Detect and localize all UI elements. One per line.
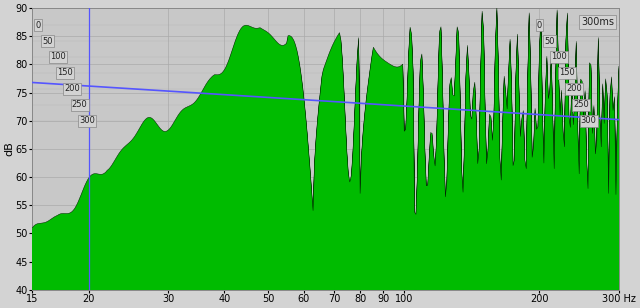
Text: 100: 100 — [50, 52, 65, 62]
Text: 300ms: 300ms — [581, 17, 614, 26]
Text: 200: 200 — [566, 84, 582, 93]
Text: 150: 150 — [57, 68, 73, 77]
Y-axis label: dB: dB — [4, 142, 14, 156]
Text: 50: 50 — [544, 37, 555, 46]
Text: 100: 100 — [552, 52, 567, 62]
Text: 200: 200 — [65, 84, 80, 93]
Text: 0: 0 — [537, 21, 542, 30]
Text: 50: 50 — [42, 37, 53, 46]
Text: 0: 0 — [35, 21, 40, 30]
Text: 300: 300 — [79, 116, 95, 125]
Text: 250: 250 — [573, 100, 589, 109]
Text: 300: 300 — [580, 116, 596, 125]
Text: 250: 250 — [72, 100, 88, 109]
Text: 150: 150 — [559, 68, 575, 77]
